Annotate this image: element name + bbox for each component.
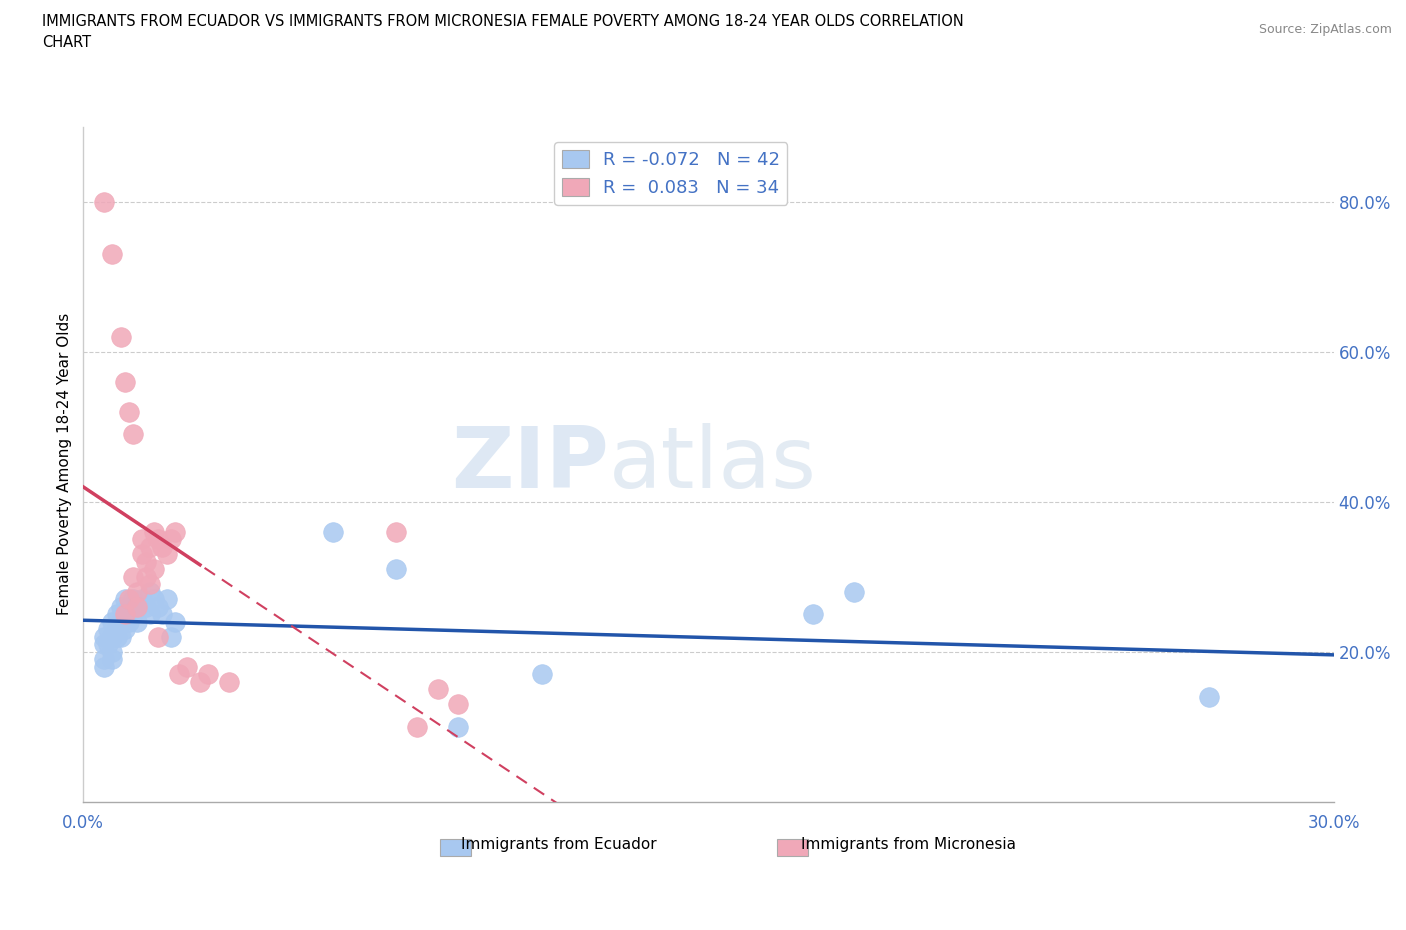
Point <box>139 607 162 622</box>
Point <box>152 607 174 622</box>
Point <box>426 682 449 697</box>
Point <box>156 547 179 562</box>
Point <box>118 405 141 419</box>
Point <box>127 599 149 614</box>
Point <box>131 591 153 606</box>
Point <box>122 607 145 622</box>
Point <box>114 607 136 622</box>
Point <box>101 246 124 261</box>
Text: Immigrants from Ecuador: Immigrants from Ecuador <box>461 837 657 852</box>
Point <box>101 630 124 644</box>
Point <box>159 532 181 547</box>
Point <box>176 659 198 674</box>
Point <box>159 630 181 644</box>
Point <box>93 659 115 674</box>
Point <box>105 630 128 644</box>
Point <box>118 599 141 614</box>
Point <box>218 674 240 689</box>
Text: Source: ZipAtlas.com: Source: ZipAtlas.com <box>1258 23 1392 36</box>
Point <box>801 607 824 622</box>
Point <box>131 547 153 562</box>
Point <box>135 554 157 569</box>
Point <box>114 374 136 389</box>
Point <box>105 607 128 622</box>
Point <box>530 667 553 682</box>
Point <box>118 615 141 630</box>
Point <box>122 569 145 584</box>
Point <box>1198 689 1220 704</box>
Point <box>156 591 179 606</box>
Point <box>143 525 166 539</box>
Point <box>101 644 124 659</box>
Text: IMMIGRANTS FROM ECUADOR VS IMMIGRANTS FROM MICRONESIA FEMALE POVERTY AMONG 18-24: IMMIGRANTS FROM ECUADOR VS IMMIGRANTS FR… <box>42 14 965 50</box>
Point <box>127 584 149 599</box>
Point <box>110 599 132 614</box>
Point <box>118 591 141 606</box>
Point <box>148 630 170 644</box>
Point <box>143 591 166 606</box>
Point <box>139 577 162 591</box>
Text: atlas: atlas <box>609 423 817 506</box>
Point <box>139 539 162 554</box>
Point <box>148 532 170 547</box>
Point <box>322 525 344 539</box>
Point <box>447 720 470 735</box>
Point <box>114 607 136 622</box>
Point <box>122 427 145 442</box>
Point <box>163 525 186 539</box>
Text: Immigrants from Micronesia: Immigrants from Micronesia <box>801 837 1017 852</box>
Point <box>131 532 153 547</box>
Point <box>143 562 166 577</box>
Point <box>101 652 124 667</box>
Point <box>197 667 219 682</box>
FancyBboxPatch shape <box>440 839 471 856</box>
Point <box>188 674 211 689</box>
Y-axis label: Female Poverty Among 18-24 Year Olds: Female Poverty Among 18-24 Year Olds <box>58 313 72 616</box>
Point <box>447 697 470 711</box>
Point <box>385 525 408 539</box>
Point <box>93 637 115 652</box>
Point <box>127 615 149 630</box>
Point <box>152 539 174 554</box>
Point <box>114 591 136 606</box>
Point <box>139 584 162 599</box>
Point <box>105 622 128 637</box>
Point <box>110 615 132 630</box>
Point <box>97 622 120 637</box>
Point <box>167 667 190 682</box>
Point <box>93 630 115 644</box>
Point <box>93 194 115 209</box>
Point <box>114 622 136 637</box>
Point <box>844 584 866 599</box>
Text: ZIP: ZIP <box>451 423 609 506</box>
Legend: R = -0.072   N = 42, R =  0.083   N = 34: R = -0.072 N = 42, R = 0.083 N = 34 <box>554 142 787 205</box>
Point <box>110 630 132 644</box>
Point <box>93 652 115 667</box>
Point <box>135 569 157 584</box>
Point <box>101 615 124 630</box>
Point <box>135 599 157 614</box>
Point <box>148 599 170 614</box>
Point <box>97 637 120 652</box>
Point <box>110 329 132 344</box>
Point <box>385 562 408 577</box>
Point <box>405 720 427 735</box>
Point <box>127 599 149 614</box>
Point <box>122 591 145 606</box>
FancyBboxPatch shape <box>778 839 808 856</box>
Point <box>163 615 186 630</box>
